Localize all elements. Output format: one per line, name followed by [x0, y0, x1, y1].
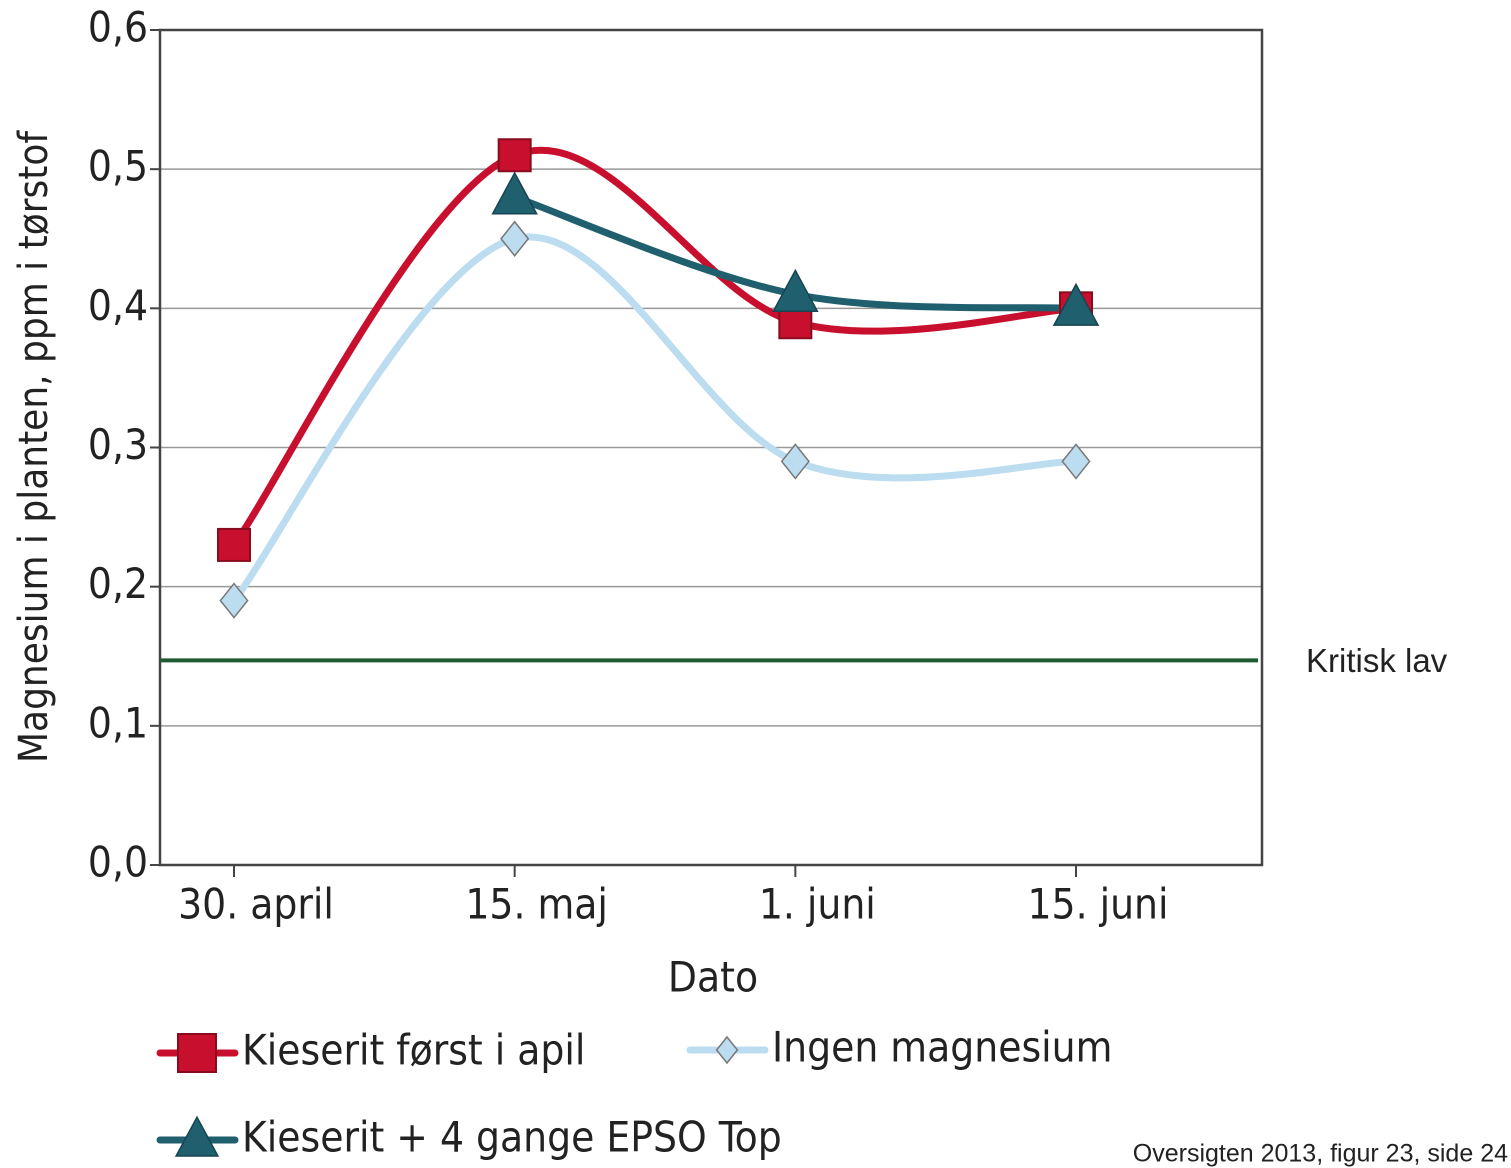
legend-marker [177, 1033, 217, 1073]
legend-label: Kieserit + 4 gange EPSO Top [242, 1113, 782, 1162]
marker [219, 582, 249, 619]
y-tick-label: 0,3 [88, 420, 148, 469]
legend-marker [174, 1115, 220, 1157]
x-tick-label: 15. juni [1028, 880, 1169, 929]
legend-label: Kieserit først i apil [242, 1026, 585, 1075]
marker [780, 443, 810, 480]
x-axis-label: Dato [668, 953, 758, 1002]
legend-entry: Kieserit først i apil [156, 1026, 585, 1075]
legend-entry: Ingen magnesium [686, 1023, 1112, 1072]
x-tick-label: 1. juni [759, 880, 876, 929]
y-tick-label: 0,6 [88, 3, 148, 52]
y-tick-label: 0,5 [88, 142, 148, 191]
marker [1061, 443, 1091, 480]
marker [217, 527, 251, 562]
y-axis-label: Magnesium i planten, ppm i tørstof [11, 130, 57, 763]
legend-label: Ingen magnesium [772, 1023, 1112, 1072]
source-note: Oversigten 2013, figur 23, side 24 [1133, 1140, 1508, 1168]
y-tick-label: 0,2 [88, 559, 148, 608]
marker [772, 268, 819, 312]
legend-marker [715, 1035, 739, 1065]
marker [497, 138, 532, 173]
marker [491, 171, 538, 215]
y-tick-label: 0,4 [88, 281, 148, 330]
reference-label: Kritisk lav [1306, 642, 1448, 679]
y-tick-label: 0,0 [88, 838, 148, 887]
series-line [230, 146, 1080, 549]
x-tick-label: 15. maj [465, 880, 608, 929]
plot-frame [158, 28, 1264, 867]
x-tick-label: 30. april [178, 880, 334, 929]
series-line [230, 233, 1080, 605]
legend-entry: Kieserit + 4 gange EPSO Top [156, 1113, 782, 1162]
y-tick-label: 0,1 [88, 698, 148, 747]
marker [1052, 282, 1100, 326]
marker [500, 220, 530, 257]
